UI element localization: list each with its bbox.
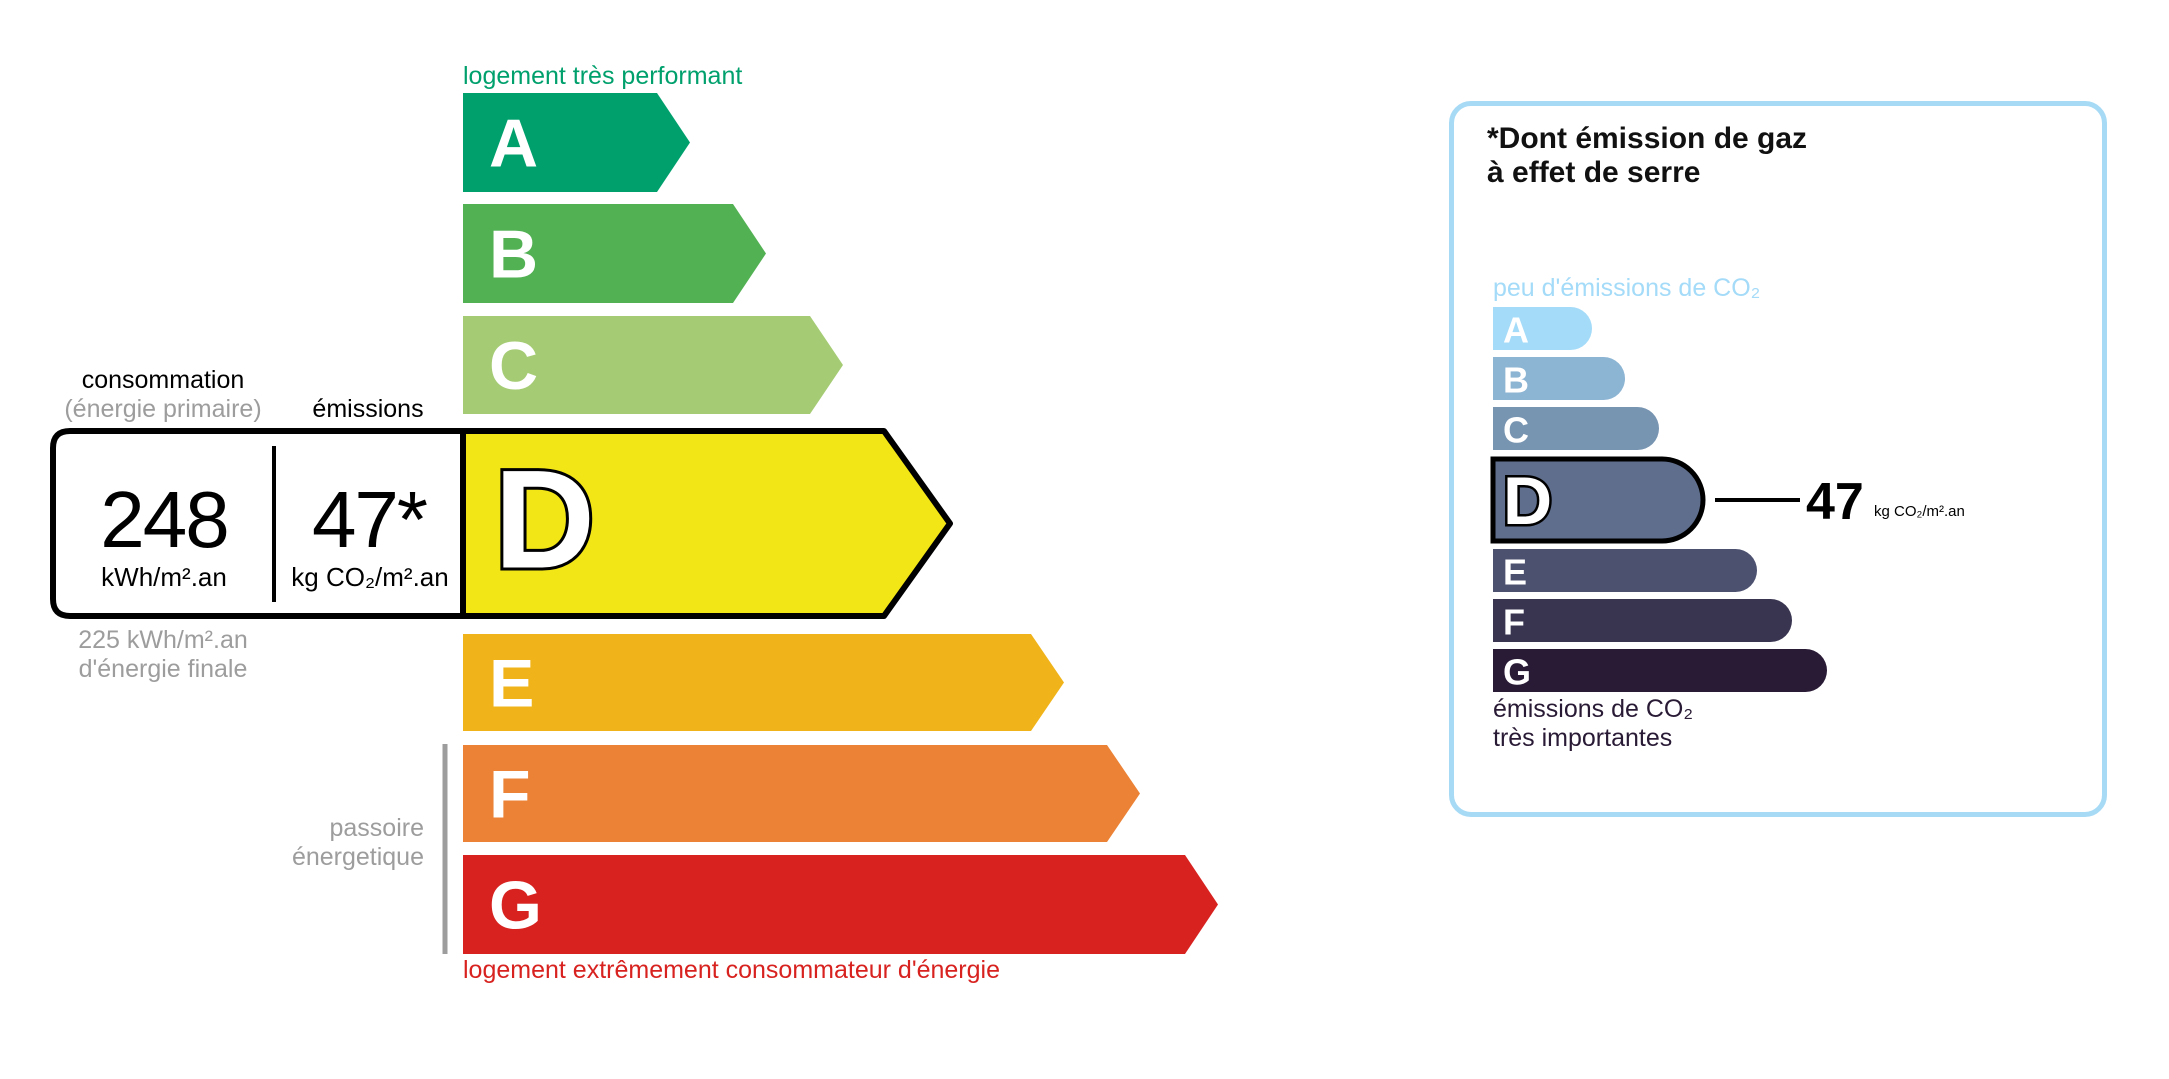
ges-bottom-line2: très importantes — [1493, 724, 1673, 752]
ges-bar-e — [1493, 549, 1757, 592]
consumption-sublabel: (énergie primaire) — [64, 395, 262, 423]
ges-letter-e: E — [1503, 552, 1527, 593]
energy-bar-g — [463, 855, 1218, 954]
consumption-label: consommation — [81, 366, 245, 394]
consumption-value: 248 — [100, 475, 229, 564]
ges-title-line1: *Dont émission de gaz — [1487, 122, 1808, 155]
ges-letter-b: B — [1503, 360, 1529, 401]
passoire-line2: énergetique — [291, 843, 424, 871]
ges-bottom-line1: émissions de CO₂ — [1493, 695, 1694, 723]
energy-letter-f: F — [489, 757, 531, 833]
ges-bar-a — [1493, 307, 1592, 350]
energy-bar-e — [463, 634, 1064, 731]
ges-bar-f — [1493, 599, 1792, 642]
ges-panel — [1449, 101, 2107, 817]
energy-bar-a — [463, 93, 690, 192]
ges-letter-d: D — [1503, 463, 1552, 539]
energy-top-label: logement très performant — [463, 62, 743, 90]
emissions-unit: kg CO₂/m².an — [291, 562, 449, 592]
energy-bar-c — [463, 316, 843, 414]
consumption-unit: kWh/m².an — [101, 562, 227, 592]
ges-bar-d — [1490, 456, 1706, 544]
ges-letter-a: A — [1503, 310, 1529, 351]
energy-bar-f — [463, 745, 1140, 842]
ges-bar-g — [1493, 649, 1827, 692]
ges-unit: kg CO₂/m².an — [1874, 503, 1965, 520]
ges-title-line2: à effet de serre — [1487, 156, 1701, 189]
energy-letter-a: A — [489, 106, 538, 182]
ges-value: 47 — [1806, 473, 1864, 531]
energy-letter-g: G — [489, 868, 542, 944]
energy-letter-c: C — [489, 328, 538, 404]
ges-letter-g: G — [1503, 652, 1531, 693]
emissions-value: 47* — [311, 475, 428, 564]
energy-letter-d: D — [494, 441, 595, 598]
final-energy-value: 225 kWh/m².an — [78, 626, 248, 654]
final-energy-label: d'énergie finale — [78, 655, 248, 683]
energy-letter-e: E — [489, 646, 534, 722]
energy-letter-b: B — [489, 217, 538, 293]
ges-top-label: peu d'émissions de CO₂ — [1493, 274, 1761, 302]
passoire-line1: passoire — [329, 814, 425, 842]
value-box — [50, 428, 467, 619]
ges-letter-c: C — [1503, 410, 1529, 451]
emissions-label: émissions — [312, 395, 424, 423]
energy-bottom-label: logement extrêmement consommateur d'éner… — [463, 956, 1000, 984]
energy-bar-b — [463, 204, 766, 303]
ges-letter-f: F — [1503, 602, 1525, 643]
energy-bar-d — [460, 428, 953, 619]
ges-bar-b — [1493, 357, 1625, 400]
ges-bar-c — [1493, 407, 1659, 450]
